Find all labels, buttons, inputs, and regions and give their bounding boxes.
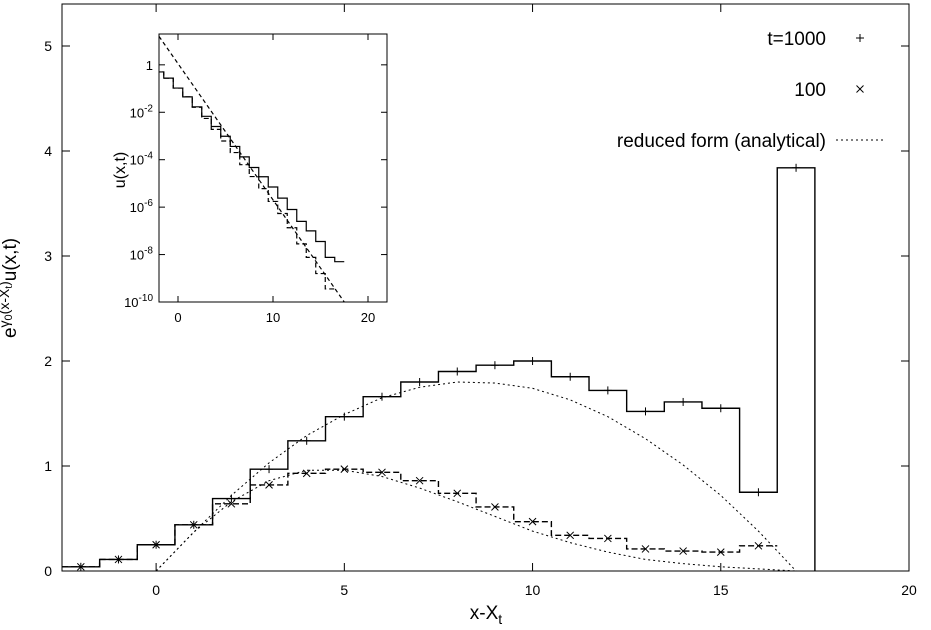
y-tick-label: 0 <box>44 563 52 579</box>
inset-series-layer <box>159 36 345 302</box>
data-point <box>340 465 349 474</box>
y-tick-label: 4 <box>44 143 52 159</box>
data-point <box>603 534 612 543</box>
data-point <box>603 386 612 395</box>
y-tick-label: 5 <box>44 38 52 54</box>
x-tick-label: 10 <box>525 582 541 598</box>
data-point <box>415 476 424 485</box>
data-point <box>378 468 386 477</box>
data-point <box>302 436 311 445</box>
data-point <box>528 517 537 526</box>
data-point <box>415 378 424 386</box>
legend-marker <box>856 85 864 93</box>
data-point <box>716 404 725 413</box>
series-line <box>62 468 778 568</box>
y-tick-label: 1 <box>44 458 52 474</box>
series-line <box>155 381 797 572</box>
x-tick-label: 15 <box>713 582 729 598</box>
data-point <box>792 163 801 172</box>
inset-y-axis-label: u(x,t) <box>112 152 129 188</box>
data-point <box>679 397 688 406</box>
x-tick-label: 0 <box>152 582 160 598</box>
data-point <box>189 520 198 529</box>
data-point <box>114 555 123 564</box>
data-point <box>641 545 650 553</box>
data-point <box>453 489 462 498</box>
data-point <box>340 412 349 421</box>
inset-frame <box>158 33 388 303</box>
data-point <box>528 357 537 365</box>
data-point <box>716 548 725 556</box>
inset-y-tick-label: 10-4 <box>130 151 154 168</box>
data-point <box>754 488 763 497</box>
data-point <box>566 372 575 381</box>
inset-y-tick-label: 1 <box>146 58 153 73</box>
data-point <box>641 407 650 416</box>
inset-x-tick-label: 0 <box>174 310 181 325</box>
inset-series-1 <box>159 71 335 290</box>
inset-x-tick-label: 10 <box>266 310 280 325</box>
series-line <box>155 469 797 572</box>
legend-label: reduced form (analytical) <box>617 131 826 152</box>
y-tick-label: 2 <box>44 353 52 369</box>
x-axis-label: x-Xt <box>470 603 503 627</box>
data-point <box>453 367 462 376</box>
data-point <box>302 469 311 478</box>
data-point <box>491 503 499 511</box>
legend-label: t=1000 <box>767 29 826 50</box>
y-axis-label: eγ0(x-Xt)u(x,t) <box>0 238 21 338</box>
series-layer <box>62 163 816 572</box>
legend-label: 100 <box>794 80 826 101</box>
data-point <box>265 481 273 489</box>
inset-axis-ticks: 0 10 20 1 10-2 10-4 10-6 10-8 10-10 <box>124 34 387 325</box>
data-point <box>754 541 763 550</box>
inset-y-tick-label: 10-8 <box>130 246 154 263</box>
data-point <box>227 499 236 508</box>
plot-frame <box>61 3 910 572</box>
legend: t=1000 100 reduced form (analytical) <box>617 29 886 152</box>
inset-y-tick-label: 10-10 <box>124 293 153 310</box>
data-point <box>566 531 575 540</box>
series-3 <box>155 469 797 572</box>
series-1 <box>62 465 778 571</box>
inset-series-2 <box>159 36 345 302</box>
series-2 <box>155 381 797 572</box>
inset-y-tick-label: 10-6 <box>130 198 154 215</box>
y-tick-label: 3 <box>44 248 52 264</box>
inset-chart: 0 10 20 1 10-2 10-4 10-6 10-8 10-10 u(x,t) <box>112 33 388 325</box>
data-point <box>152 540 160 549</box>
inset-x-tick-label: 20 <box>361 310 375 325</box>
inset-y-tick-label: 10-2 <box>130 103 154 120</box>
x-tick-label: 20 <box>901 582 917 598</box>
data-point <box>265 465 274 474</box>
data-point <box>76 562 85 571</box>
data-point <box>490 361 499 370</box>
x-tick-label: 5 <box>340 582 348 598</box>
data-point <box>679 547 687 555</box>
